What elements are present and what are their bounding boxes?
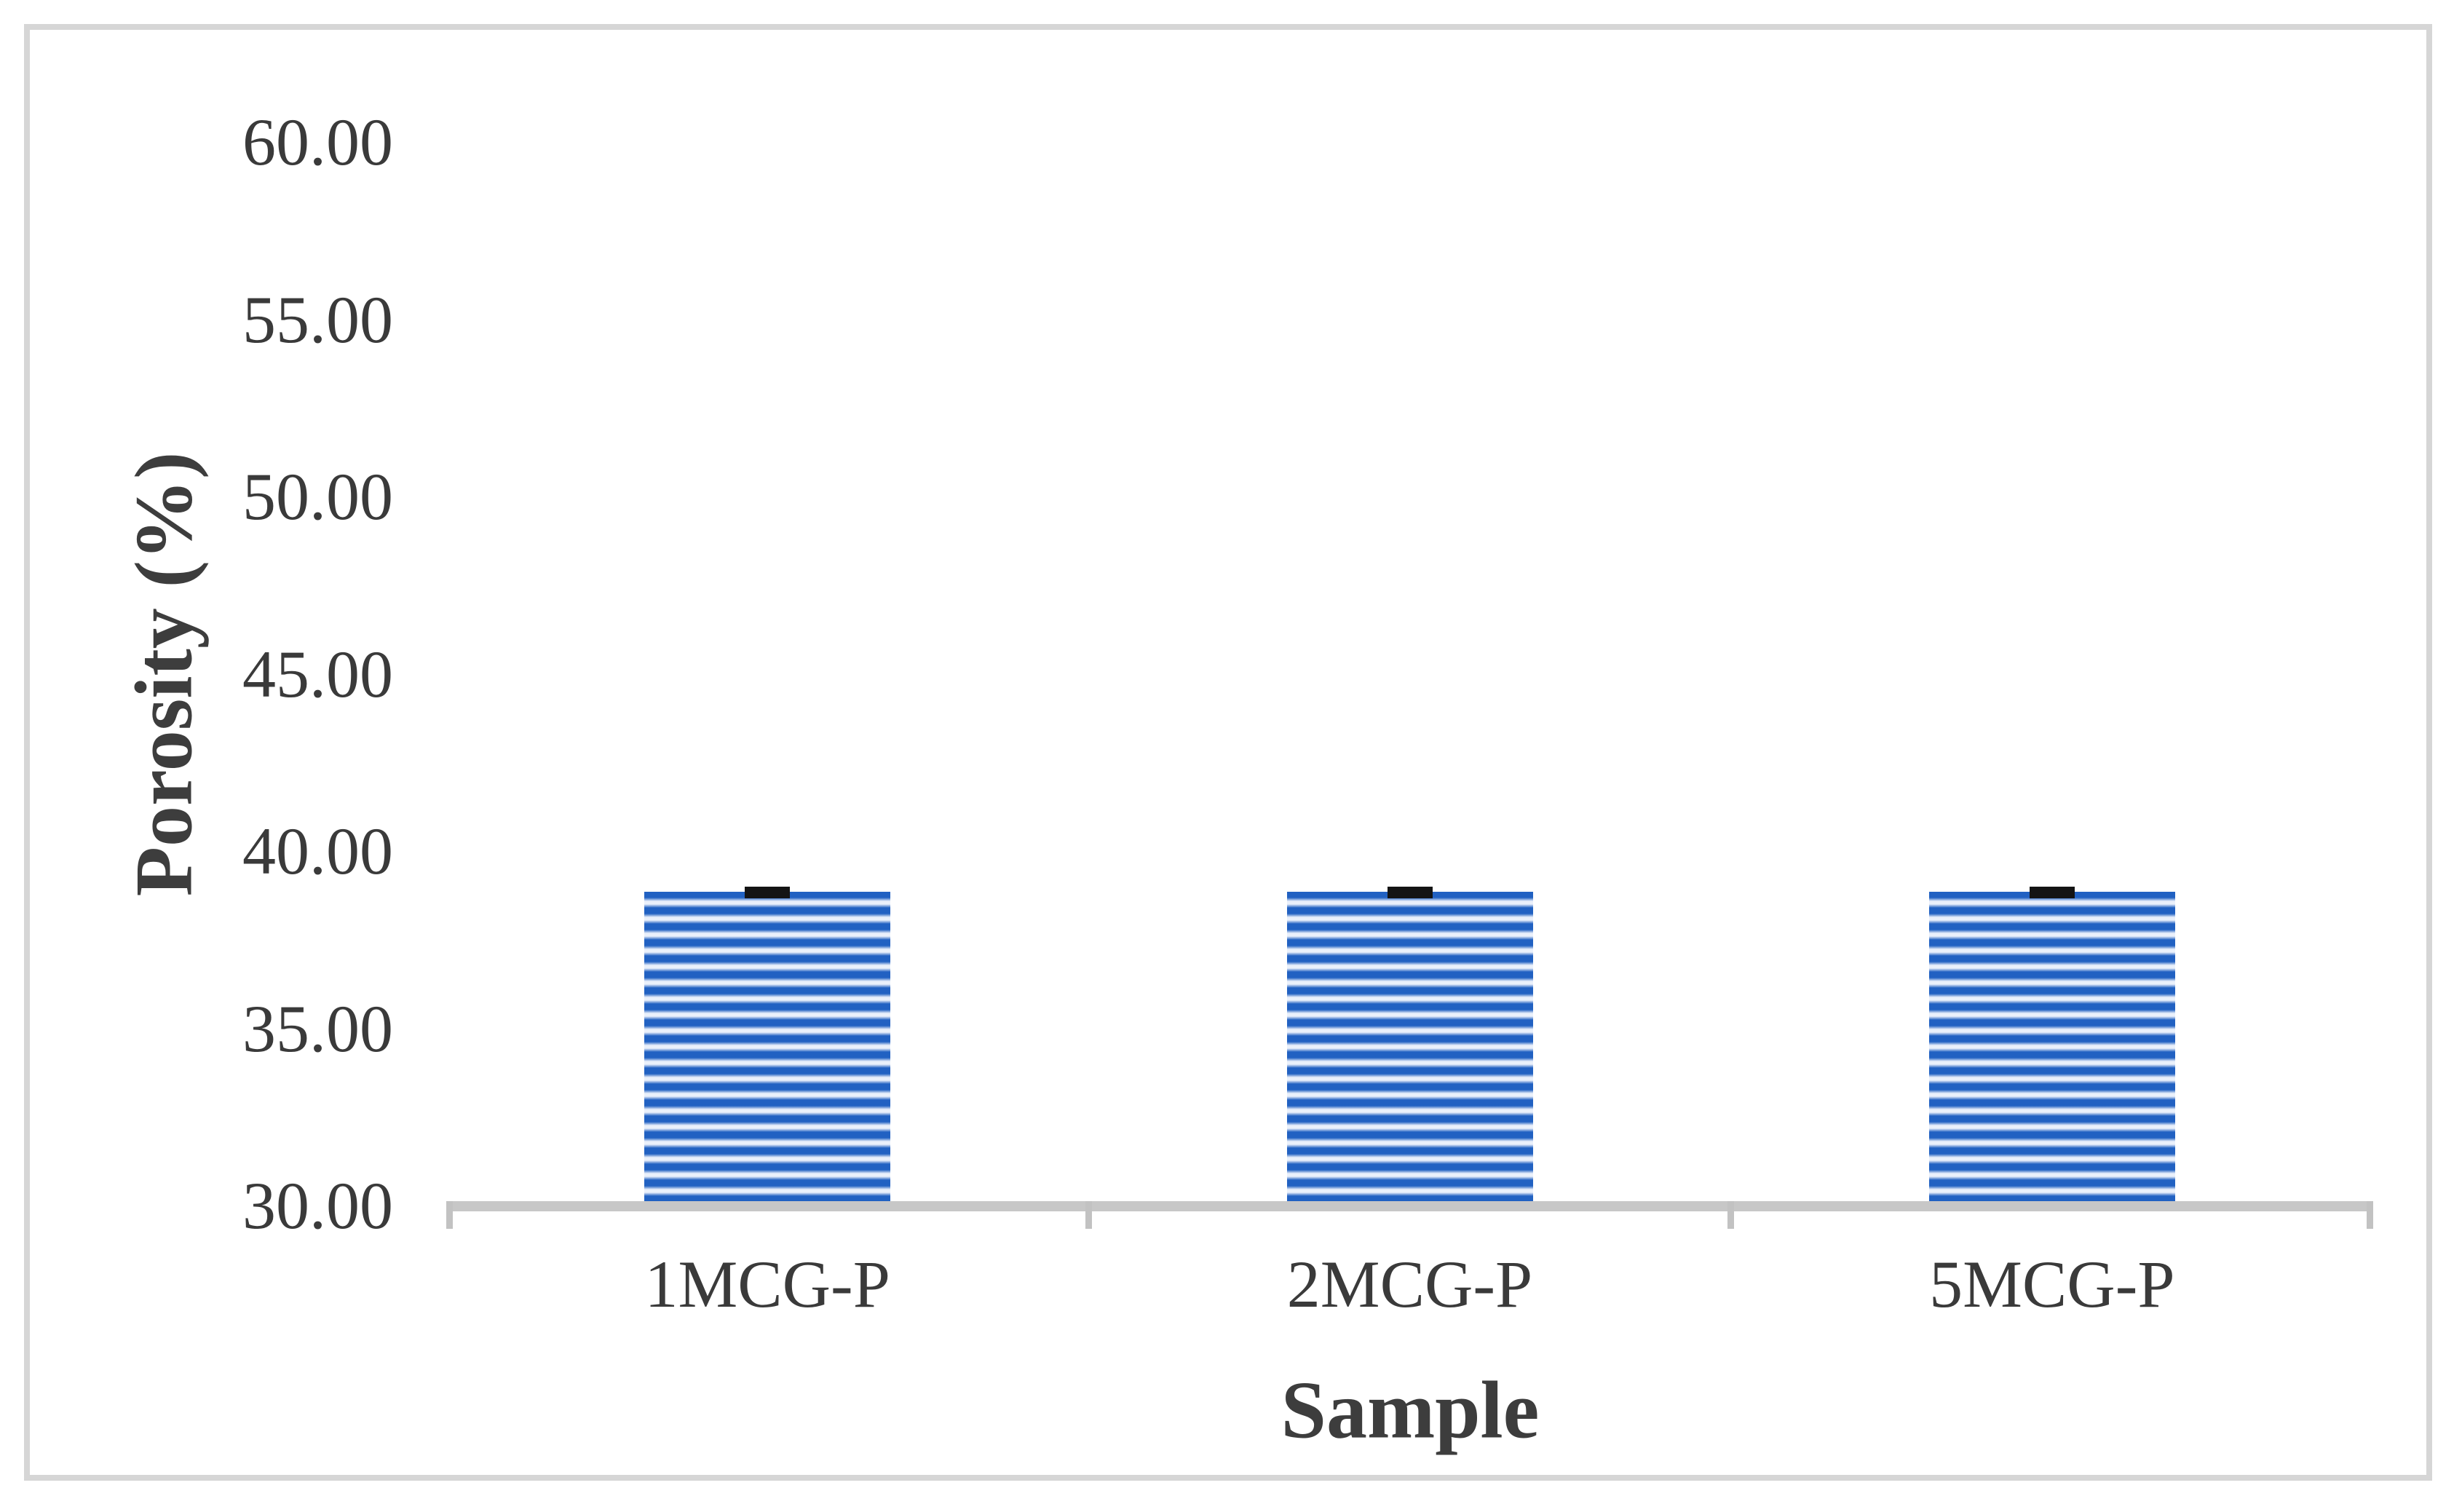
x-category-label-5MCG-P: 5MCG-P [1929,1247,2175,1321]
bar-2MCG-P [1286,892,1533,1206]
y-tick-label-60.00: 60.00 [242,105,393,179]
x-axis-tick-2 [1727,1201,1735,1229]
chart-frame-border [24,24,2432,1481]
x-category-label-1MCG-P: 1MCG-P [644,1247,890,1321]
x-axis-tick-1 [1085,1201,1092,1229]
x-axis-tick-0 [446,1201,453,1229]
error-bar-cap-2MCG-P [1387,886,1433,898]
bar-1MCG-P [644,892,891,1206]
y-tick-label-40.00: 40.00 [242,814,393,888]
error-bar-cap-5MCG-P [2029,886,2075,898]
y-tick-label-35.00: 35.00 [242,991,393,1066]
y-tick-label-50.00: 50.00 [242,459,393,534]
y-tick-label-45.00: 45.00 [242,636,393,711]
x-axis-tick-3 [2367,1201,2373,1229]
error-bar-cap-1MCG-P [745,886,791,898]
y-tick-label-30.00: 30.00 [242,1168,393,1243]
x-axis-line [446,1201,2373,1211]
x-axis-title: Sample [1281,1365,1540,1456]
y-tick-label-55.00: 55.00 [242,282,393,357]
bar-5MCG-P [1928,892,2175,1206]
x-category-label-2MCG-P: 2MCG-P [1286,1247,1533,1321]
